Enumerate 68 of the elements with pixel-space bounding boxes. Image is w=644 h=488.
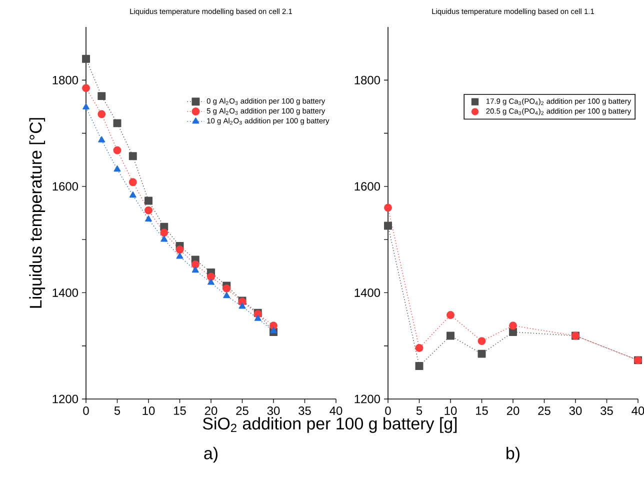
point [208,278,215,285]
x-tick-label: 15 [476,406,488,415]
point [446,311,454,320]
x-tick-label: 40 [330,406,342,415]
text: b) [506,446,520,463]
x-axis-title: SiO$_{2}$ addition per 100 g battery [g] [202,417,457,433]
x-tick-label: 35 [298,406,311,415]
x-tick-label: 0 [83,406,89,415]
point [82,84,90,92]
point [113,146,122,154]
text: a) [204,446,218,463]
x-tick-label: 5 [114,406,120,415]
y-tick-label: 1400 [52,288,78,297]
point [270,326,278,334]
y-tick-label: 1400 [354,288,380,297]
y-tick-label: 1600 [354,182,380,191]
point [145,215,152,222]
point [207,272,215,281]
point [254,314,262,321]
point [223,292,230,298]
point [415,362,424,370]
y-tick-label: 1800 [52,76,78,84]
x-tick-label: 20 [506,406,520,415]
x-tick-label: 30 [267,406,280,415]
point [82,103,90,110]
point [478,337,486,346]
point [192,266,199,273]
point [222,284,231,292]
point [446,332,454,340]
point [176,246,184,254]
point [176,252,184,259]
x-tick-label: 25 [236,406,248,415]
point [384,204,392,212]
x-tick-label: 10 [444,406,457,415]
point [160,228,168,237]
point [113,119,122,128]
y-tick-label: 1800 [354,76,380,84]
point [415,344,424,352]
point [82,54,90,63]
point [98,92,106,100]
y-tick-label: 1200 [354,394,380,404]
x-tick-label: 25 [538,406,550,415]
y-tick-label: 1600 [52,182,78,191]
point [128,152,137,160]
point [144,196,152,205]
point [238,302,246,309]
point [98,136,106,142]
point [191,260,200,269]
point [98,110,106,118]
point [478,350,486,358]
point [128,178,137,186]
point [509,322,517,330]
x-tick-label: 40 [632,406,644,415]
point [144,206,152,214]
point [114,165,121,172]
x-tick-label: 5 [416,406,422,415]
x-tick-label: 10 [142,406,155,415]
x-tick-label: 0 [385,406,391,415]
point [129,191,136,198]
x-tick-label: 35 [600,406,613,415]
x-tick-label: 30 [569,406,582,415]
y-tick-label: 1200 [52,394,78,404]
point [384,222,392,230]
x-tick-label: 20 [204,406,218,415]
point [160,236,168,242]
point [509,328,517,336]
y-axis-title: Liquidus temperature [°C] [29,118,46,308]
x-tick-label: 15 [174,406,186,415]
